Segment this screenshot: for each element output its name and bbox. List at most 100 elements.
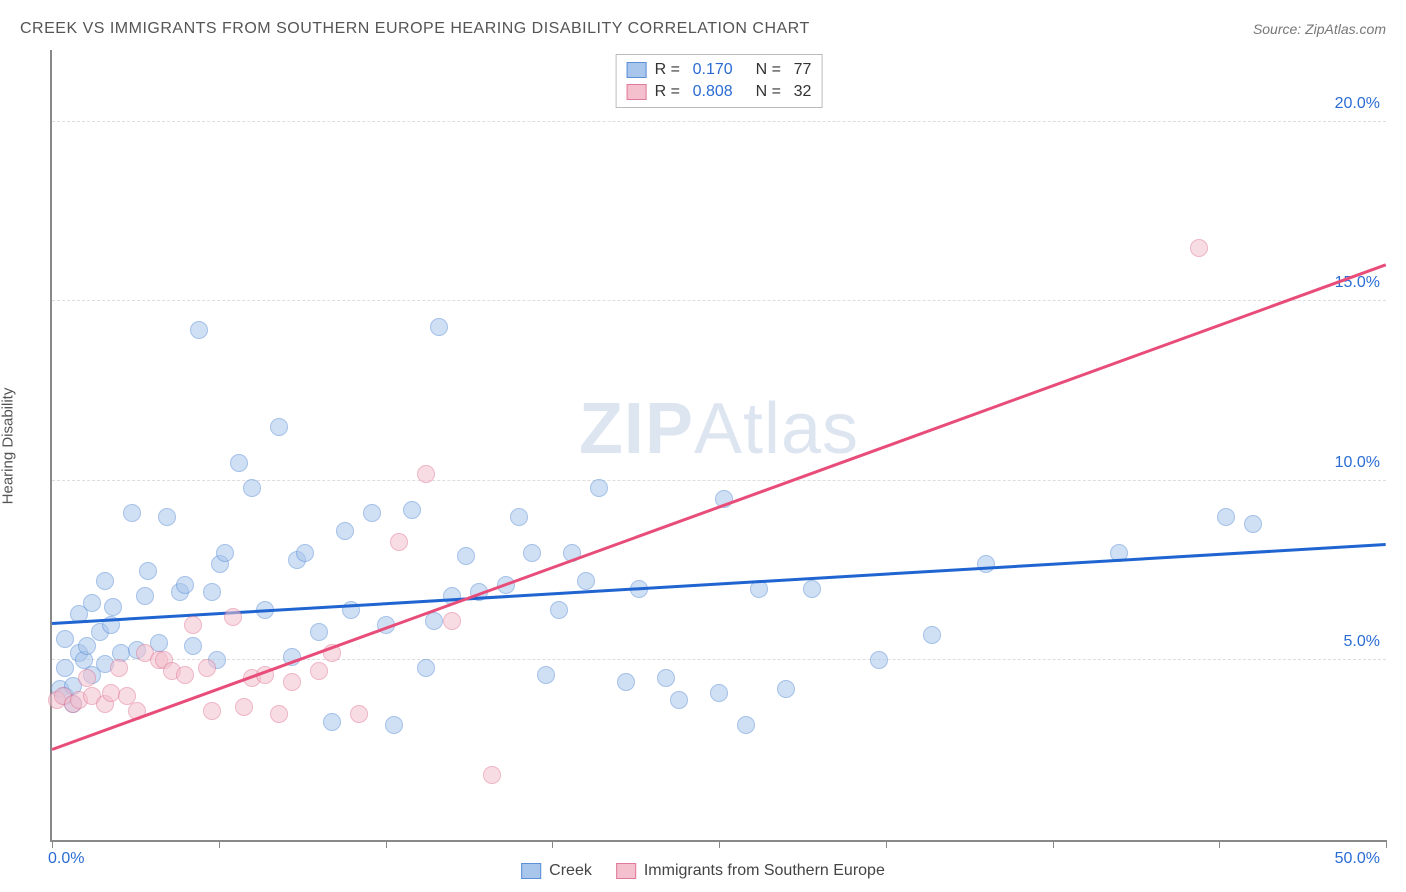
stats-legend-row: R = 0.170 N = 77	[627, 59, 812, 81]
data-point	[224, 608, 242, 626]
data-point	[83, 594, 101, 612]
y-tick-label: 20.0%	[1335, 95, 1380, 113]
scatter-chart: ZIPAtlas R =0.170N =77R =0.808N =32 0.0%…	[50, 50, 1386, 842]
x-tick	[719, 840, 720, 848]
x-tick	[386, 840, 387, 848]
data-point	[350, 705, 368, 723]
y-gridline: 15.0%	[52, 300, 1386, 301]
source-label: Source: ZipAtlas.com	[1253, 21, 1386, 37]
x-tick	[52, 840, 53, 848]
data-point	[123, 504, 141, 522]
legend-item: Creek	[521, 862, 592, 880]
data-point	[203, 583, 221, 601]
r-label: R =	[655, 83, 685, 101]
data-point	[139, 562, 157, 580]
data-point	[158, 508, 176, 526]
data-point	[176, 666, 194, 684]
data-point	[184, 616, 202, 634]
data-point	[577, 572, 595, 590]
x-axis-min-label: 0.0%	[48, 850, 84, 868]
data-point	[1217, 508, 1235, 526]
data-point	[430, 318, 448, 336]
data-point	[184, 637, 202, 655]
r-value: 0.808	[693, 83, 748, 101]
data-point	[870, 651, 888, 669]
data-point	[385, 716, 403, 734]
data-point	[296, 544, 314, 562]
data-point	[590, 479, 608, 497]
x-tick	[1053, 840, 1054, 848]
data-point	[96, 572, 114, 590]
y-tick-label: 15.0%	[1335, 274, 1380, 292]
data-point	[203, 702, 221, 720]
legend-swatch	[627, 62, 647, 78]
x-tick	[1386, 840, 1387, 848]
data-point	[710, 684, 728, 702]
r-label: R =	[655, 61, 685, 79]
data-point	[235, 698, 253, 716]
x-axis-max-label: 50.0%	[1335, 850, 1380, 868]
data-point	[417, 465, 435, 483]
data-point	[443, 612, 461, 630]
y-gridline: 5.0%	[52, 659, 1386, 660]
data-point	[78, 637, 96, 655]
data-point	[417, 659, 435, 677]
legend-swatch	[521, 863, 541, 879]
data-point	[403, 501, 421, 519]
data-point	[617, 673, 635, 691]
data-point	[198, 659, 216, 677]
legend-label: Immigrants from Southern Europe	[644, 862, 885, 880]
trend-line	[52, 263, 1387, 750]
data-point	[176, 576, 194, 594]
data-point	[283, 673, 301, 691]
data-point	[336, 522, 354, 540]
x-tick	[1219, 840, 1220, 848]
data-point	[310, 662, 328, 680]
stats-legend: R =0.170N =77R =0.808N =32	[616, 54, 823, 108]
data-point	[425, 612, 443, 630]
y-tick-label: 5.0%	[1344, 633, 1380, 651]
data-point	[230, 454, 248, 472]
y-tick-label: 10.0%	[1335, 454, 1380, 472]
legend-swatch	[627, 84, 647, 100]
data-point	[550, 601, 568, 619]
x-tick	[219, 840, 220, 848]
n-value: 77	[794, 61, 812, 79]
data-point	[777, 680, 795, 698]
data-point	[243, 479, 261, 497]
data-point	[216, 544, 234, 562]
x-tick	[552, 840, 553, 848]
x-tick	[886, 840, 887, 848]
data-point	[977, 555, 995, 573]
y-gridline: 20.0%	[52, 121, 1386, 122]
data-point	[56, 659, 74, 677]
chart-title: CREEK VS IMMIGRANTS FROM SOUTHERN EUROPE…	[20, 20, 810, 38]
legend-item: Immigrants from Southern Europe	[616, 862, 885, 880]
data-point	[1190, 239, 1208, 257]
data-point	[510, 508, 528, 526]
legend-label: Creek	[549, 862, 592, 880]
r-value: 0.170	[693, 61, 748, 79]
data-point	[537, 666, 555, 684]
watermark: ZIPAtlas	[579, 388, 859, 470]
n-label: N =	[756, 83, 786, 101]
data-point	[110, 659, 128, 677]
data-point	[737, 716, 755, 734]
data-point	[102, 684, 120, 702]
data-point	[657, 669, 675, 687]
y-axis-title: Hearing Disability	[0, 388, 17, 505]
data-point	[390, 533, 408, 551]
watermark-bold: ZIP	[579, 389, 694, 469]
data-point	[310, 623, 328, 641]
data-point	[270, 418, 288, 436]
data-point	[523, 544, 541, 562]
data-point	[483, 766, 501, 784]
data-point	[78, 669, 96, 687]
trend-line	[52, 543, 1386, 624]
data-point	[56, 630, 74, 648]
watermark-light: Atlas	[694, 389, 859, 469]
data-point	[670, 691, 688, 709]
data-point	[190, 321, 208, 339]
data-point	[363, 504, 381, 522]
n-label: N =	[756, 61, 786, 79]
